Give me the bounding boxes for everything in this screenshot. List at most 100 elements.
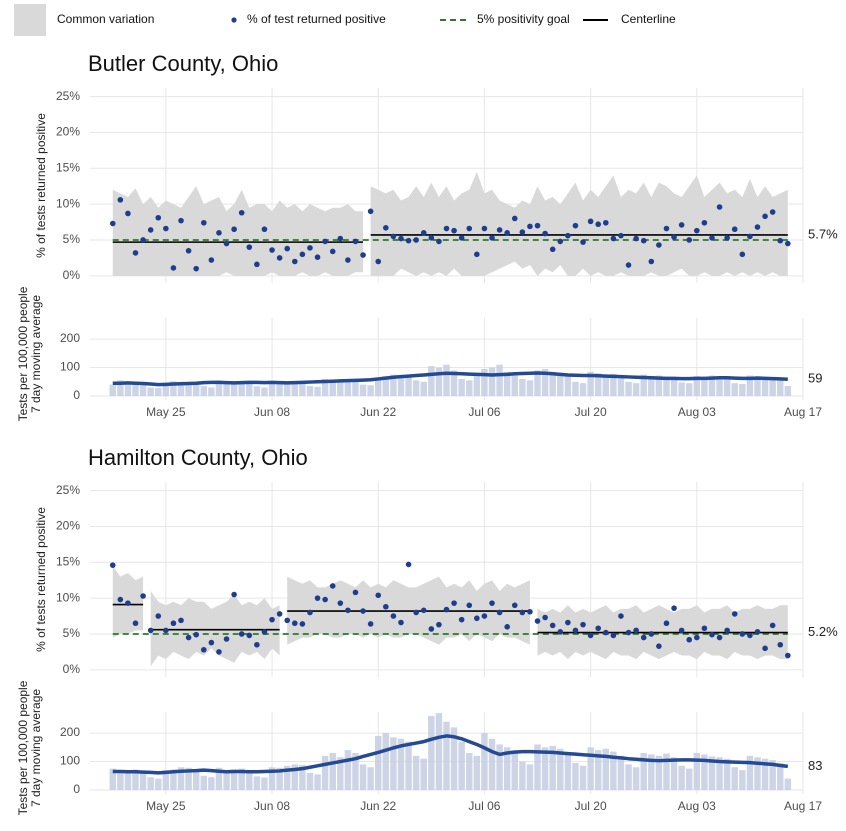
test-bar [192, 770, 200, 791]
test-bar [329, 753, 336, 791]
positivity-point [322, 596, 328, 603]
positivity-point [163, 627, 169, 634]
positivity-point [709, 631, 715, 638]
positivity-point [390, 233, 397, 240]
test-bar [466, 380, 473, 397]
end-label: 5.7% [808, 226, 838, 241]
positivity-point [527, 608, 533, 615]
test-bar [359, 764, 367, 791]
positivity-point [269, 247, 275, 253]
positivity-point [117, 596, 124, 603]
test-bar [253, 386, 261, 397]
test-bar [663, 376, 670, 397]
positivity-point [648, 631, 655, 637]
positivity-point [413, 237, 419, 243]
positivity-point [231, 591, 237, 598]
positivity-point [640, 634, 647, 641]
test-bar [314, 774, 321, 791]
positivity-point [587, 218, 594, 225]
test-bar [784, 386, 792, 397]
test-bar [382, 733, 390, 791]
test-bar [761, 376, 769, 397]
test-bar [412, 755, 420, 791]
test-bar [185, 382, 192, 397]
test-bar [132, 382, 139, 397]
test-bar [579, 383, 587, 397]
positivity-point [504, 230, 510, 236]
y-tick-label: 10% [56, 196, 80, 210]
positivity-point [625, 262, 632, 268]
positivity-point [367, 208, 374, 215]
test-bar [549, 371, 556, 397]
positivity-point [686, 636, 693, 643]
positivity-point [405, 237, 412, 244]
test-bar [139, 384, 147, 397]
positivity-point [238, 209, 245, 216]
positivity-point [557, 238, 564, 245]
positivity-point [610, 235, 617, 242]
test-bar [541, 368, 549, 397]
positivity-point [383, 224, 389, 231]
positivity-point [549, 246, 556, 253]
positivity-point [716, 204, 723, 210]
positivity-point [436, 238, 442, 245]
positivity-point [572, 627, 579, 634]
test-bar [124, 771, 132, 791]
test-bar [162, 770, 170, 791]
test-bar [655, 375, 663, 397]
x-tick-label: Jun 22 [360, 405, 396, 419]
positivity-point [329, 583, 336, 589]
test-bar [306, 386, 314, 397]
positivity-point [474, 251, 480, 258]
legend: Common variation % of test returned posit… [14, 4, 676, 36]
positivity-point [200, 219, 207, 226]
positivity-point [709, 235, 715, 241]
test-bar [587, 371, 594, 397]
positivity-point [254, 261, 260, 268]
test-bar [739, 384, 746, 397]
test-bar [488, 367, 496, 397]
positivity-point [694, 227, 700, 234]
test-bar [511, 373, 518, 397]
positivity-point [109, 220, 116, 227]
positivity-point [671, 605, 677, 611]
test-bar [375, 377, 382, 397]
positivity-point [337, 235, 344, 242]
positivity-point [580, 621, 586, 628]
test-bar [428, 366, 435, 397]
test-bar [572, 762, 579, 791]
test-bar [435, 367, 443, 397]
test-bar [610, 373, 617, 397]
test-bar [268, 767, 276, 791]
test-bar [663, 753, 670, 791]
test-bar [564, 753, 572, 791]
test-bar [511, 750, 518, 791]
test-bar [678, 382, 685, 397]
legend-label: Common variation [57, 12, 154, 26]
x-tick-label: Aug 17 [784, 405, 822, 419]
positivity-point [466, 225, 473, 232]
positivity-point [208, 257, 215, 263]
test-bar [321, 378, 329, 397]
positivity-point [375, 258, 382, 265]
test-bar [473, 376, 481, 397]
positivity-point [565, 619, 571, 626]
positivity-point [724, 235, 730, 241]
test-bar [352, 381, 359, 397]
positivity-point [140, 237, 146, 243]
positivity-point [633, 235, 639, 242]
legend-swatch [231, 17, 237, 23]
test-bar [185, 767, 192, 791]
test-bar [208, 387, 215, 397]
test-bar [723, 378, 731, 397]
positivity-point [276, 255, 283, 261]
test-bar [238, 768, 245, 791]
x-tick-label: Jul 20 [575, 405, 607, 419]
test-bar [337, 757, 344, 791]
positivity-point [519, 609, 526, 616]
positivity-point [602, 629, 609, 636]
test-bar [155, 778, 162, 791]
test-bar [594, 750, 602, 791]
x-tick-label: May 25 [146, 405, 186, 419]
positivity-point [420, 230, 427, 236]
